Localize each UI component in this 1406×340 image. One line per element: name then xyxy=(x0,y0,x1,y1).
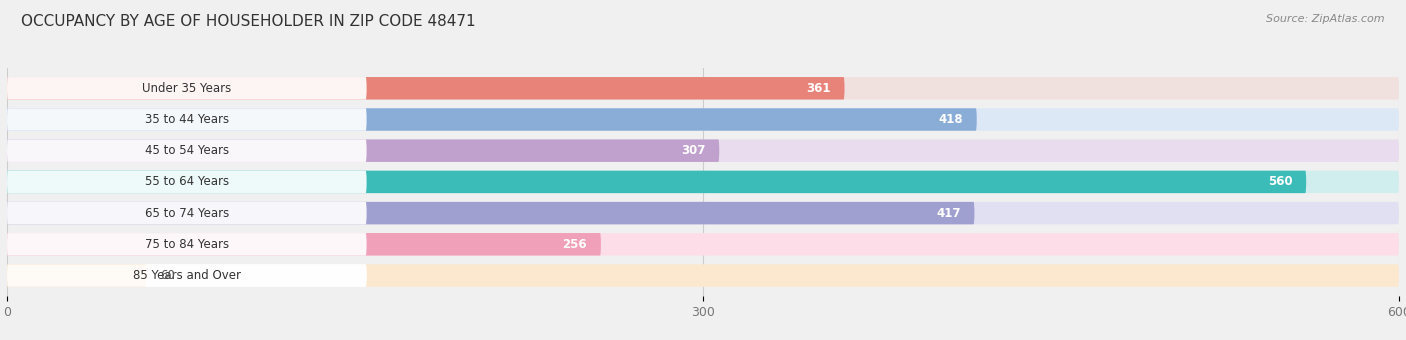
FancyBboxPatch shape xyxy=(7,202,974,224)
FancyBboxPatch shape xyxy=(7,171,367,193)
FancyBboxPatch shape xyxy=(7,233,600,256)
Text: 65 to 74 Years: 65 to 74 Years xyxy=(145,207,229,220)
Text: 60: 60 xyxy=(160,269,174,282)
FancyBboxPatch shape xyxy=(7,139,367,162)
Text: 256: 256 xyxy=(562,238,588,251)
Text: 307: 307 xyxy=(681,144,706,157)
FancyBboxPatch shape xyxy=(7,264,1399,287)
Text: 361: 361 xyxy=(806,82,831,95)
Text: 418: 418 xyxy=(938,113,963,126)
FancyBboxPatch shape xyxy=(7,77,367,100)
FancyBboxPatch shape xyxy=(7,264,367,287)
FancyBboxPatch shape xyxy=(7,264,146,287)
Text: 75 to 84 Years: 75 to 84 Years xyxy=(145,238,229,251)
Text: Under 35 Years: Under 35 Years xyxy=(142,82,232,95)
Text: Source: ZipAtlas.com: Source: ZipAtlas.com xyxy=(1267,14,1385,23)
FancyBboxPatch shape xyxy=(7,108,367,131)
FancyBboxPatch shape xyxy=(7,202,367,224)
FancyBboxPatch shape xyxy=(7,139,720,162)
FancyBboxPatch shape xyxy=(7,77,1399,100)
FancyBboxPatch shape xyxy=(7,171,1306,193)
FancyBboxPatch shape xyxy=(7,233,367,256)
FancyBboxPatch shape xyxy=(7,171,367,193)
Text: 35 to 44 Years: 35 to 44 Years xyxy=(145,113,229,126)
FancyBboxPatch shape xyxy=(7,233,1399,256)
FancyBboxPatch shape xyxy=(7,139,367,162)
FancyBboxPatch shape xyxy=(7,202,367,224)
FancyBboxPatch shape xyxy=(7,108,1399,131)
Text: 45 to 54 Years: 45 to 54 Years xyxy=(145,144,229,157)
FancyBboxPatch shape xyxy=(7,202,1399,224)
FancyBboxPatch shape xyxy=(7,108,367,131)
FancyBboxPatch shape xyxy=(7,171,1399,193)
FancyBboxPatch shape xyxy=(7,108,977,131)
FancyBboxPatch shape xyxy=(7,77,367,100)
Text: OCCUPANCY BY AGE OF HOUSEHOLDER IN ZIP CODE 48471: OCCUPANCY BY AGE OF HOUSEHOLDER IN ZIP C… xyxy=(21,14,475,29)
Text: 85 Years and Over: 85 Years and Over xyxy=(132,269,240,282)
Text: 417: 417 xyxy=(936,207,960,220)
Text: 55 to 64 Years: 55 to 64 Years xyxy=(145,175,229,188)
FancyBboxPatch shape xyxy=(7,77,845,100)
FancyBboxPatch shape xyxy=(7,233,367,256)
Text: 560: 560 xyxy=(1268,175,1292,188)
FancyBboxPatch shape xyxy=(7,264,367,287)
FancyBboxPatch shape xyxy=(7,139,1399,162)
